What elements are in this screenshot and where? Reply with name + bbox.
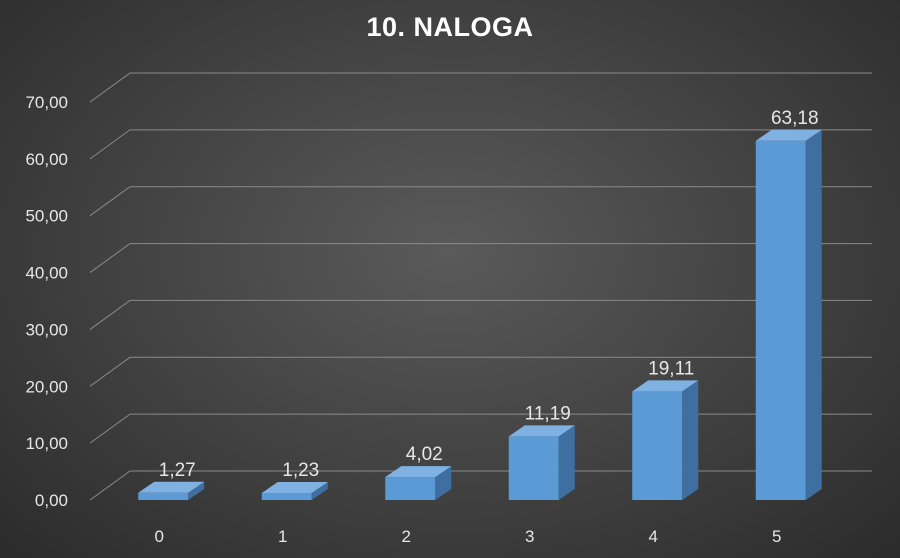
y-tick-label: 30,00 xyxy=(25,320,68,339)
bar-side xyxy=(311,482,328,500)
bar-front xyxy=(138,492,189,500)
gridlines xyxy=(89,72,872,501)
y-tick-label: 40,00 xyxy=(25,264,68,283)
bar-front xyxy=(261,493,312,500)
bar xyxy=(138,481,205,500)
data-label: 11,19 xyxy=(525,403,571,424)
data-label: 1,23 xyxy=(282,460,319,481)
bar-top xyxy=(508,425,575,437)
data-label: 19,11 xyxy=(648,358,694,379)
bar-side xyxy=(682,380,699,500)
bar-top xyxy=(138,481,205,493)
data-label: 1,27 xyxy=(159,460,196,481)
bar-side xyxy=(558,425,575,500)
x-tick-label: 4 xyxy=(649,527,658,546)
gridline xyxy=(89,413,872,444)
x-axis-ticks: 0 1 2 3 4 5 xyxy=(155,527,782,546)
bar-side xyxy=(435,466,452,500)
bar-front xyxy=(508,436,559,500)
bar xyxy=(261,482,328,500)
x-tick-label: 1 xyxy=(278,527,287,546)
gridline xyxy=(89,72,872,103)
bar-top xyxy=(755,129,822,141)
bars xyxy=(138,129,822,501)
data-label: 63,18 xyxy=(771,108,819,129)
gridline xyxy=(89,356,872,387)
bar-side xyxy=(805,129,822,501)
gridline xyxy=(89,129,872,160)
x-tick-label: 3 xyxy=(525,527,534,546)
x-tick-label: 2 xyxy=(402,527,411,546)
bar xyxy=(508,425,575,500)
bar-front xyxy=(755,140,806,501)
data-label: 4,02 xyxy=(406,444,443,465)
x-tick-label: 5 xyxy=(772,527,781,546)
chart-title: 10. NALOGA xyxy=(366,12,534,42)
y-tick-label: 0,00 xyxy=(35,491,68,510)
gridline xyxy=(89,186,872,217)
y-tick-label: 10,00 xyxy=(25,434,68,453)
bar-top xyxy=(385,466,452,478)
y-tick-label: 70,00 xyxy=(25,93,68,112)
y-tick-label: 20,00 xyxy=(25,377,68,396)
bar xyxy=(632,380,699,500)
data-labels: 1,27 1,23 4,02 11,19 19,11 63,18 xyxy=(159,108,819,481)
bar-top xyxy=(632,380,699,392)
bar-side xyxy=(188,481,205,500)
bar-top xyxy=(261,482,328,494)
y-tick-label: 60,00 xyxy=(25,150,68,169)
gridline xyxy=(89,243,872,273)
gridline xyxy=(89,299,872,330)
bar xyxy=(385,466,452,500)
gridline xyxy=(89,470,872,501)
bar-front xyxy=(385,477,436,500)
bar xyxy=(755,129,822,501)
x-tick-label: 0 xyxy=(155,527,164,546)
y-axis-ticks: 0,00 10,00 20,00 30,00 40,00 50,00 60,00 70,00 xyxy=(25,93,68,510)
bar-front xyxy=(632,391,683,500)
y-tick-label: 50,00 xyxy=(25,207,68,226)
